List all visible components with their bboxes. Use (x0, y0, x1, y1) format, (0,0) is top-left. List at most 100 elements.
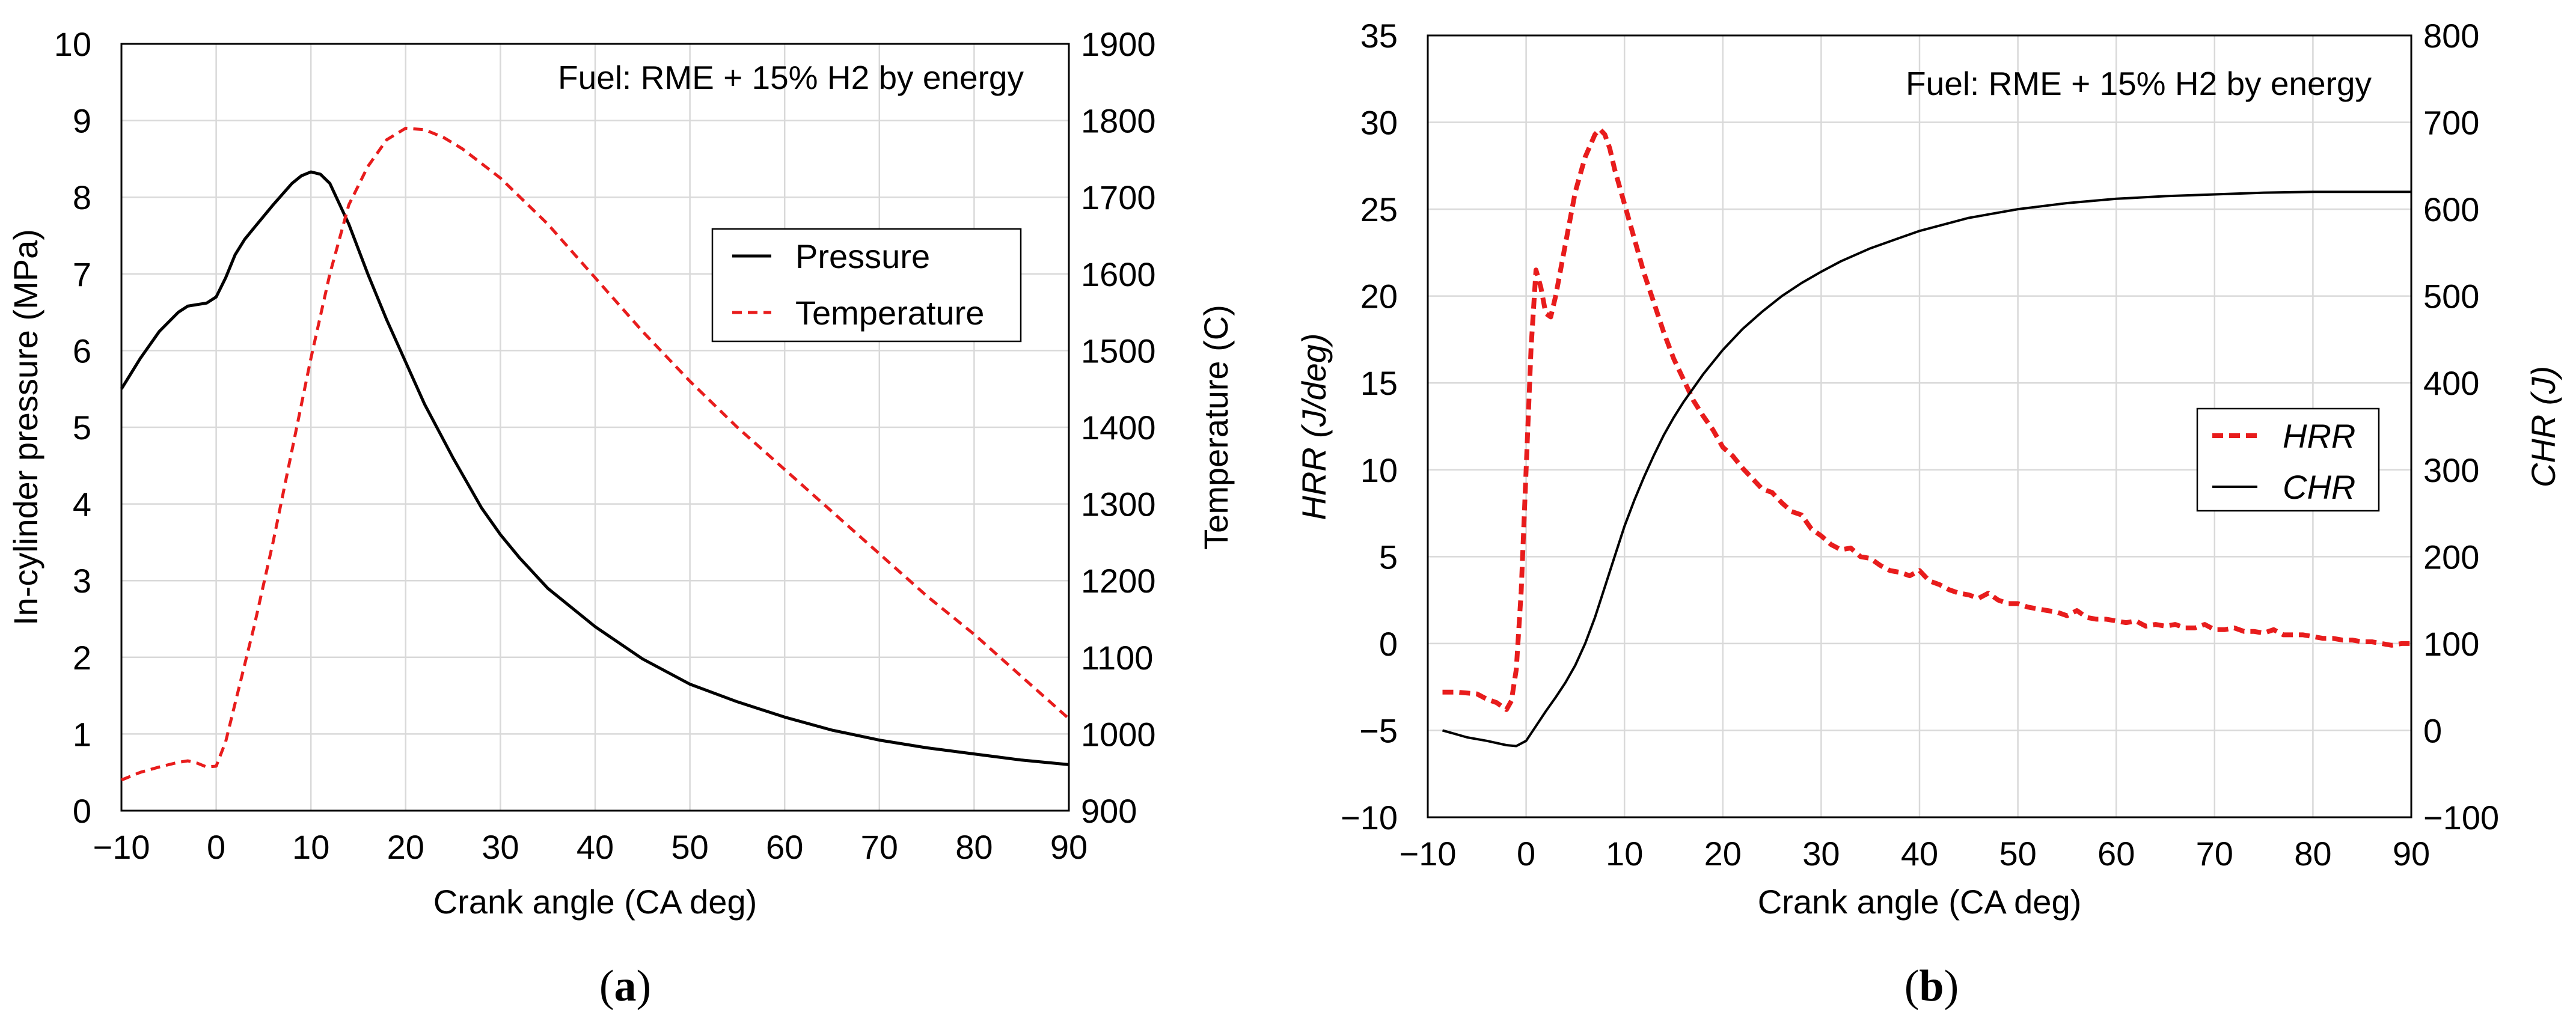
panel-a-x-tick-label: 30 (482, 828, 519, 866)
panel-b-y-tick-label: 35 (1360, 17, 1398, 55)
panel-a-x-tick-label: 10 (292, 828, 329, 866)
panel-b-y-tick-label: −5 (1359, 712, 1398, 749)
panel-a-y-tick-label: 1 (73, 715, 91, 753)
panel-a-x-tick-label: 50 (671, 828, 708, 866)
panel-a-legend-temperature-label: Temperature (795, 294, 984, 332)
panel-b-y-tick-label: 0 (1379, 625, 1398, 663)
panel-b-x-tick-label: 40 (1901, 835, 1938, 873)
panel-b-fuel-annotation: Fuel: RME + 15% H2 by energy (1906, 65, 2372, 102)
panel-a-label-letter: a (614, 962, 637, 1011)
panel-b-y-axis-label-name: HRR (1295, 447, 1333, 520)
panel-b-y-tick-label: 30 (1360, 104, 1398, 142)
panel-b-series (1442, 127, 2411, 748)
panel-b-x-tick-label: 0 (1517, 835, 1535, 873)
panel-b-y-tick-labels: −10 −5 0 5 10 15 20 25 30 35 (1341, 17, 1398, 837)
panel-a-y-tick-labels: 0 1 2 3 4 5 6 7 8 9 10 (54, 25, 91, 830)
panel-a-x-tick-label: 0 (207, 828, 225, 866)
panel-b-x-tick-label: 70 (2196, 835, 2233, 873)
panel-b-y-tick-label: 5 (1379, 538, 1398, 576)
panel-b-y2-tick-label: 300 (2423, 451, 2479, 489)
panel-a-y2-tick-label: 1100 (1081, 639, 1153, 677)
panel-a-y2-tick-labels: 900 1000 1100 1200 1300 1400 1500 1600 1700 1800 1… (1081, 25, 1156, 830)
panel-b-legend-box (2196, 407, 2380, 512)
panel-b-x-tick-label: 50 (1999, 835, 2036, 873)
panel-b-x-tick-label: 90 (2393, 835, 2430, 873)
panel-a-y2-tick-label: 1900 (1081, 25, 1156, 63)
panel-b-y-tick-label: 25 (1360, 190, 1398, 228)
panel-b-y-tick-label: −10 (1341, 799, 1398, 837)
panel-a-y2-tick-label: 1700 (1081, 178, 1156, 216)
panel-b-y2-axis-label: CHR (J) (2524, 366, 2562, 487)
panel-a-series-pressure-line (120, 170, 1069, 766)
panel-b-y-tick-label: 10 (1360, 451, 1398, 489)
panel-a-y-tick-label: 7 (73, 255, 91, 293)
panel-a-y2-tick-label: 1200 (1081, 562, 1156, 600)
panel-b-x-tick-label: 10 (1606, 835, 1643, 873)
panel-b-y2-axis-label-name: CHR (2524, 415, 2562, 487)
panel-a-legend-pressure-label: Pressure (795, 237, 930, 275)
panel-b-x-tick-label: −10 (1400, 835, 1457, 873)
panel-b-legend-chr-label: CHR (2283, 468, 2355, 506)
panel-a-y-tick-label: 10 (54, 25, 91, 63)
panel-b-y-axis-label: HRR (J/deg) (1295, 333, 1333, 520)
panel-a-y2-tick-label: 1400 (1081, 409, 1156, 446)
panel-b-x-axis-label: Crank angle (CA deg) (1758, 883, 2082, 921)
panel-a-y2-tick-label: 1500 (1081, 332, 1156, 370)
panel-a-label: (a) (599, 962, 651, 1011)
panel-a-y-tick-label: 2 (73, 639, 91, 677)
panel-a-series-temperature-line (121, 126, 1070, 782)
panel-b-y2-tick-label: 200 (2423, 538, 2479, 576)
panel-a-x-tick-label: 90 (1050, 828, 1088, 866)
panel-b-label-letter: b (1919, 962, 1944, 1011)
panel-b-x-tick-label: 60 (2097, 835, 2135, 873)
panel-a-x-tick-label: 60 (766, 828, 803, 866)
panel-a-x-tick-label: 40 (577, 828, 614, 866)
panel-b-series-chr-line (1442, 190, 2411, 748)
panel-a-y-tick-label: 3 (73, 562, 91, 600)
panel-a-legend: Pressure Temperature (711, 228, 1022, 343)
panel-a-y2-tick-label: 1000 (1081, 715, 1156, 753)
panel-b-y2-tick-label: 500 (2423, 278, 2479, 315)
panel-b-y2-tick-label: 600 (2423, 190, 2479, 228)
panel-b-y2-tick-label: 700 (2423, 104, 2479, 142)
panel-b-legend-hrr-label: HRR (2283, 417, 2355, 455)
panel-b-y-tick-label: 20 (1360, 278, 1398, 315)
panel-a-y-tick-label: 0 (73, 792, 91, 830)
panel-a-y-tick-label: 5 (73, 409, 91, 446)
panel-b-y2-axis-label-unit: (J) (2524, 366, 2562, 405)
panel-a-x-tick-label: 80 (955, 828, 993, 866)
panel-b-plot-frame (1427, 34, 2412, 818)
panel-a-y-tick-label: 4 (73, 486, 91, 523)
panel-a-y2-tick-label: 1600 (1081, 255, 1156, 293)
panel-a-series (120, 126, 1070, 782)
panel-a-x-tick-label: −10 (93, 828, 150, 866)
panel-b-y2-tick-label: 100 (2423, 625, 2479, 663)
panel-b-hrr-chr: −10 0 10 20 30 40 50 60 70 80 90 −10 −5 0 5 10 15 20 25 30… (1295, 17, 2562, 1011)
panel-a-x-axis-label: Crank angle (CA deg) (433, 883, 757, 921)
panel-b-x-tick-label: 20 (1704, 835, 1742, 873)
panel-b-y-axis-label-unit: (J/deg) (1295, 333, 1333, 437)
panel-a-plot-frame (120, 43, 1070, 812)
panel-a-y-tick-label: 8 (73, 178, 91, 216)
panel-a-x-tick-labels: −10 0 10 20 30 40 50 60 70 80 90 (93, 828, 1088, 866)
panel-b-label: (b) (1904, 962, 1959, 1011)
panel-a-y2-tick-label: 1300 (1081, 486, 1156, 523)
panel-b-x-tick-label: 80 (2294, 835, 2331, 873)
panel-a-y2-tick-label: 900 (1081, 792, 1137, 830)
panel-b-y-tick-label: 15 (1360, 364, 1398, 402)
panel-b-x-tick-labels: −10 0 10 20 30 40 50 60 70 80 90 (1400, 835, 2431, 873)
panel-a-y2-tick-label: 1800 (1081, 102, 1156, 140)
panel-a-y-axis-label: In-cylinder pressure (MPa) (7, 229, 44, 626)
panel-a-legend-box (711, 228, 1022, 343)
panel-a-fuel-annotation: Fuel: RME + 15% H2 by energy (558, 59, 1024, 96)
panel-b-y2-tick-label: 800 (2423, 17, 2479, 55)
panel-b-gridlines (1428, 35, 2411, 817)
panel-a-y-tick-label: 6 (73, 332, 91, 370)
panel-b-series-hrr-line (1442, 127, 2411, 712)
panel-a-gridlines (121, 44, 1069, 811)
panel-b-y2-tick-labels: −100 0 100 200 300 400 500 600 700 800 (2423, 17, 2499, 837)
panel-b-y2-tick-label: 400 (2423, 364, 2479, 402)
panel-a-y-tick-label: 9 (73, 102, 91, 140)
